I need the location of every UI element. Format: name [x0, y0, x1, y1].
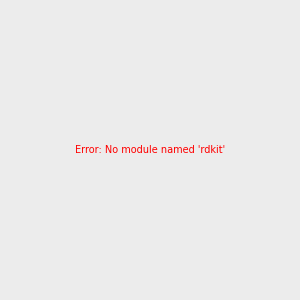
Text: Error: No module named 'rdkit': Error: No module named 'rdkit': [75, 145, 225, 155]
